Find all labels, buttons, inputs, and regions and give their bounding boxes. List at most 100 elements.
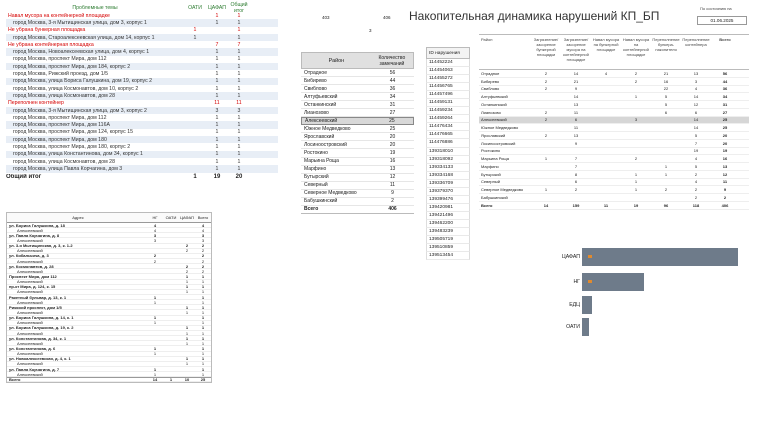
violation-id-item[interactable]: 114455272 bbox=[426, 75, 470, 84]
violation-id-item[interactable]: 139483239 bbox=[426, 227, 470, 237]
violation-id-item[interactable]: 139510859 bbox=[426, 244, 470, 253]
header-district[interactable]: Район bbox=[328, 57, 345, 64]
matrix-row[interactable]: Ярославский 2 13 5 20 bbox=[479, 132, 749, 140]
address-district-row[interactable]: Алексеевский 1 1 bbox=[7, 341, 211, 347]
matrix-row[interactable]: Бабушкинский 2 2 bbox=[479, 194, 749, 202]
address-district-row[interactable]: Алексеевский 4 4 bbox=[7, 228, 211, 234]
district-row[interactable]: Марьина Роща 16 bbox=[301, 158, 414, 166]
topic-address-row[interactable]: город Москва, 3-я Мытищинская улица, дом… bbox=[6, 106, 278, 115]
violation-id-item[interactable]: 114459264 bbox=[426, 115, 470, 124]
matrix-row[interactable]: Останкинский 13 5 12 31 bbox=[479, 101, 749, 109]
violation-id-item[interactable]: 114454063 bbox=[426, 67, 470, 76]
address-district-row[interactable]: Алексеевский 1 1 bbox=[7, 361, 211, 367]
violation-id-item[interactable]: 139513454 bbox=[426, 252, 470, 261]
violation-id-item[interactable]: 114457496 bbox=[426, 91, 470, 100]
address-district-row[interactable]: Алексеевский 1 1 bbox=[7, 310, 211, 316]
header-cafap[interactable]: ЦАФАП bbox=[207, 5, 227, 11]
address-district-row[interactable]: Алексеевский 1 1 bbox=[7, 289, 211, 295]
address-col-header[interactable]: НГ bbox=[152, 215, 158, 220]
address-col-header[interactable]: Всего bbox=[197, 215, 209, 220]
address-district-row[interactable]: Алексеевский 2 2 bbox=[7, 269, 211, 275]
header-oati[interactable]: ОАТИ bbox=[188, 5, 202, 11]
topic-address-row[interactable]: город Москва, улица Космонавтов, дом 28 1… bbox=[6, 92, 278, 100]
address-col-header[interactable]: Адрес bbox=[72, 215, 84, 220]
address-row[interactable]: Проспект Мира, дом 112 1 1 bbox=[7, 274, 211, 280]
topic-category-row[interactable]: Не убрана бункерная площадка 1 1 bbox=[6, 27, 278, 34]
address-row[interactable]: ул. Бориса Галушкина, д. 18 4 4 bbox=[7, 223, 211, 229]
address-row[interactable]: ул. 3-я Мытищинская, д. 3, к. 1-2 2 2 bbox=[7, 243, 211, 249]
matrix-col-header[interactable]: Район bbox=[481, 37, 493, 42]
address-district-row[interactable]: Алексеевский 2 2 bbox=[7, 248, 211, 254]
date-filter-input[interactable]: 01.06.2025 bbox=[697, 16, 747, 25]
matrix-row[interactable]: Отрадное 2 14 4 2 21 13 56 bbox=[479, 70, 749, 78]
violation-id-item[interactable]: 139399476 bbox=[426, 195, 470, 204]
address-district-row[interactable]: Алексеевский 1 1 bbox=[7, 300, 211, 306]
district-row[interactable]: Марфино 13 bbox=[301, 166, 414, 174]
bar[interactable] bbox=[582, 248, 738, 266]
address-row[interactable]: пр-кт Мира, д. 124, к. 15 1 1 bbox=[7, 284, 211, 290]
address-district-row[interactable]: Алексеевский 1 1 bbox=[7, 331, 211, 337]
topic-address-row[interactable]: город Москва, улица Космонавтов, дом 28 1… bbox=[6, 158, 278, 165]
topic-address-row[interactable]: город Москва, проспект Мира, дом 184, ко… bbox=[6, 63, 278, 71]
matrix-row[interactable]: Алексеевский 2 6 3 14 25 bbox=[479, 116, 749, 125]
district-row[interactable]: Северный 11 bbox=[301, 182, 414, 190]
address-row[interactable]: ул. Павла Корчагина, д. 7 1 1 bbox=[7, 367, 211, 373]
topic-address-row[interactable]: город Москва, Староалексеевская улица, д… bbox=[6, 33, 278, 42]
district-row[interactable]: Алексеевский 25 bbox=[301, 117, 414, 126]
violation-id-item[interactable]: 114459234 bbox=[426, 107, 470, 116]
matrix-col-header[interactable]: Загрязнение/засорение бункерной площадки bbox=[533, 37, 559, 57]
address-col-header[interactable]: ЦАФАП bbox=[180, 215, 194, 220]
matrix-row[interactable]: Марфино 7 1 5 13 bbox=[479, 163, 749, 171]
address-col-header[interactable]: ОАТИ bbox=[165, 215, 177, 220]
matrix-row[interactable]: Северное Медведково 1 2 1 2 2 9 bbox=[479, 186, 749, 194]
matrix-row[interactable]: Лианозово 2 11 6 6 27 bbox=[479, 109, 749, 117]
topic-address-row[interactable]: город Москва, проспект Мира, дом 116А 1 1 bbox=[6, 121, 278, 129]
address-row[interactable]: ул. Бориса Галушкина, д. 14, к. 1 1 1 bbox=[7, 315, 211, 321]
topic-address-row[interactable]: город Москва, улица Космонавтов, дом 10,… bbox=[6, 85, 278, 92]
district-row[interactable]: Отрадное 56 bbox=[301, 69, 414, 78]
topic-address-row[interactable]: город Москва, проспект Мира, дом 180, ко… bbox=[6, 143, 278, 150]
matrix-col-header[interactable]: Переполнение контейнера bbox=[682, 37, 710, 47]
header-count[interactable]: Количество замечаний bbox=[378, 54, 406, 67]
matrix-row[interactable]: Алтуфьевский 14 1 5 14 34 bbox=[479, 93, 749, 101]
address-district-row[interactable]: Алексеевский 1 1 bbox=[7, 320, 211, 326]
address-row[interactable]: ул. Константинова, д. 6 1 1 bbox=[7, 346, 211, 352]
district-row[interactable]: Алтуфьевский 34 bbox=[301, 93, 414, 102]
violation-id-item[interactable]: 114459131 bbox=[426, 99, 470, 108]
district-row[interactable]: Южное Медведково 25 bbox=[301, 125, 414, 134]
violation-id-item[interactable]: 114456765 bbox=[426, 83, 470, 92]
address-district-row[interactable]: Алексеевский 1 1 bbox=[7, 372, 211, 378]
topic-address-row[interactable]: город Москва, проспект Мира, дом 180 1 1 bbox=[6, 136, 278, 144]
violation-id-item[interactable]: 139334168 bbox=[426, 171, 470, 180]
district-row[interactable]: Ростокино 19 bbox=[301, 149, 414, 158]
id-list-header[interactable]: ID нарушения bbox=[426, 47, 470, 59]
topic-address-row[interactable]: город Москва, улица Бориса Галушкина, до… bbox=[6, 77, 278, 85]
district-row[interactable]: Свиблово 36 bbox=[301, 85, 414, 94]
district-row[interactable]: Бутырский 12 bbox=[301, 174, 414, 182]
header-topics[interactable]: Проблемные темы bbox=[72, 5, 118, 11]
matrix-col-header[interactable]: Навал мусора на контейнерной площадке bbox=[622, 37, 650, 57]
topic-category-row[interactable]: Не убрана контейнерная площадка 7 7 bbox=[6, 41, 278, 48]
matrix-col-header[interactable]: Навал мусора на бункерной площадке bbox=[592, 37, 620, 52]
address-row[interactable]: ул. Павла Корчагина, д. 8 3 3 bbox=[7, 233, 211, 239]
matrix-col-header[interactable]: Переполнение бункера-накопителя bbox=[652, 37, 680, 52]
header-total[interactable]: Общий итог bbox=[230, 2, 248, 14]
district-row[interactable]: Лосиноостровский 20 bbox=[301, 141, 414, 150]
district-row[interactable]: Северное Медведково 9 bbox=[301, 190, 414, 198]
matrix-row[interactable]: Бутырский 8 1 1 2 12 bbox=[479, 171, 749, 179]
topic-address-row[interactable]: город Москва, проспект Мира, дом 124, ко… bbox=[6, 129, 278, 136]
violation-id-item[interactable]: 139318092 bbox=[426, 155, 470, 164]
violation-id-item[interactable]: 114476886 bbox=[426, 139, 470, 148]
topic-address-row[interactable]: город Москва, улица Константинова, дом 3… bbox=[6, 150, 278, 158]
violation-id-item[interactable]: 139421496 bbox=[426, 211, 470, 220]
bar[interactable] bbox=[582, 273, 645, 291]
address-district-row[interactable]: Алексеевский 3 3 bbox=[7, 238, 211, 244]
district-row[interactable]: Ярославский 20 bbox=[301, 133, 414, 142]
matrix-col-header[interactable]: Загрязнение/засорение мусора на контейне… bbox=[563, 37, 589, 62]
district-row[interactable]: Останкинский 31 bbox=[301, 101, 414, 110]
violation-id-item[interactable]: 114476434 bbox=[426, 123, 470, 132]
matrix-row[interactable]: Бибирево 2 21 2 16 3 44 bbox=[479, 78, 749, 86]
violation-id-item[interactable]: 139420981 bbox=[426, 203, 470, 212]
matrix-col-header[interactable]: Всего bbox=[719, 37, 731, 42]
address-district-row[interactable]: Алексеевский 2 2 bbox=[7, 259, 211, 265]
